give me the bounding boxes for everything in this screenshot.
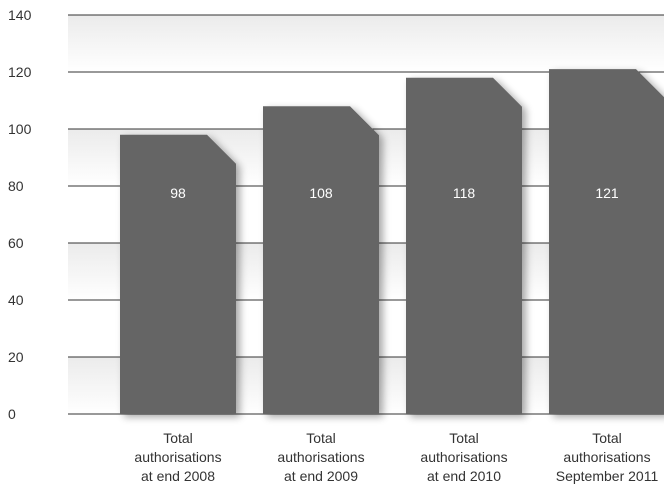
bar	[549, 69, 664, 414]
bars: 98 108 118 121	[120, 69, 664, 414]
bar-value-label: 118	[453, 185, 476, 201]
category-label: authorisations	[563, 449, 650, 465]
category-label: Total	[592, 430, 622, 446]
category-label: authorisations	[134, 449, 221, 465]
category-label: Total	[163, 430, 193, 446]
y-tick-label: 20	[8, 349, 24, 365]
y-tick-label: 0	[8, 406, 16, 422]
category-label: authorisations	[277, 449, 364, 465]
category-label: Total	[306, 430, 336, 446]
category-label: September 2011	[556, 468, 659, 484]
bar	[120, 134, 236, 414]
y-axis-ticks: 0 20 40 60 80 100 120 140	[8, 7, 32, 422]
bar-value-label: 98	[170, 185, 186, 201]
y-tick-label: 120	[8, 64, 32, 80]
bar	[406, 77, 522, 414]
bar-value-label: 108	[309, 185, 333, 201]
category-label: authorisations	[420, 449, 507, 465]
bar-value-label: 121	[595, 185, 619, 201]
y-tick-label: 60	[8, 235, 24, 251]
y-tick-label: 140	[8, 7, 32, 23]
category-label: Total	[449, 430, 479, 446]
category-label: at end 2010	[427, 468, 501, 484]
category-label: at end 2009	[284, 468, 358, 484]
category-label: at end 2008	[141, 468, 215, 484]
x-axis-categories: Total authorisations at end 2008 Total autho…	[134, 430, 658, 484]
bar	[263, 106, 379, 414]
y-tick-label: 40	[8, 292, 24, 308]
y-tick-label: 80	[8, 178, 24, 194]
y-tick-label: 100	[8, 121, 32, 137]
grid-band	[68, 15, 664, 72]
